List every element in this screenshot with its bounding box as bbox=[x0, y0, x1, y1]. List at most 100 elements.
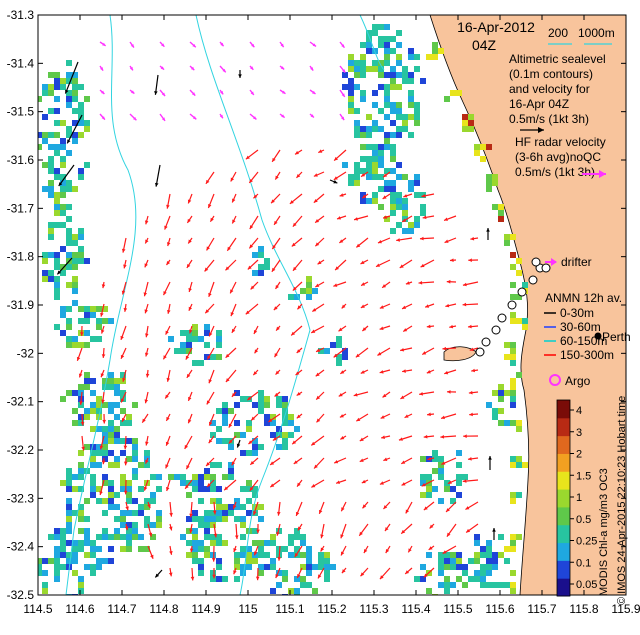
chl-pixel bbox=[210, 516, 216, 522]
coastal-chl-pixel bbox=[516, 456, 522, 462]
chl-pixel bbox=[114, 504, 120, 510]
chl-pixel bbox=[78, 510, 84, 516]
chl-pixel bbox=[198, 336, 204, 342]
colorbar-segment bbox=[557, 400, 570, 418]
coastal-chl-pixel bbox=[510, 534, 516, 540]
chl-pixel bbox=[258, 564, 264, 570]
chl-pixel bbox=[438, 570, 444, 576]
chl-pixel bbox=[114, 390, 120, 396]
chl-pixel bbox=[246, 420, 252, 426]
chl-pixel bbox=[108, 378, 114, 384]
perth-label: Perth bbox=[602, 330, 631, 344]
chl-pixel bbox=[456, 576, 462, 582]
hf-legend-line-2: (3-6h avg)noQC bbox=[515, 150, 601, 164]
chl-pixel bbox=[234, 402, 240, 408]
chl-pixel bbox=[378, 150, 384, 156]
chl-pixel bbox=[42, 276, 48, 282]
chl-pixel bbox=[72, 408, 78, 414]
perth-marker bbox=[595, 333, 602, 340]
chl-pixel bbox=[240, 516, 246, 522]
chl-pixel bbox=[108, 420, 114, 426]
chl-pixel bbox=[150, 498, 156, 504]
chl-pixel bbox=[204, 486, 210, 492]
chl-pixel bbox=[90, 552, 96, 558]
chl-pixel bbox=[246, 498, 252, 504]
chl-pixel bbox=[270, 432, 276, 438]
chl-pixel bbox=[108, 498, 114, 504]
coastal-chl-pixel bbox=[522, 318, 528, 324]
chl-pixel bbox=[420, 492, 426, 498]
chl-pixel bbox=[396, 30, 402, 36]
chl-pixel bbox=[384, 24, 390, 30]
chl-pixel bbox=[360, 90, 366, 96]
chl-pixel bbox=[222, 576, 228, 582]
chl-pixel bbox=[48, 192, 54, 198]
colorbar-segment bbox=[557, 418, 570, 436]
chl-pixel bbox=[372, 174, 378, 180]
chl-pixel bbox=[372, 30, 378, 36]
y-tick-label: -32 bbox=[17, 346, 35, 360]
chl-pixel bbox=[48, 276, 54, 282]
chl-pixel bbox=[258, 402, 264, 408]
chl-pixel bbox=[210, 540, 216, 546]
chl-pixel bbox=[84, 552, 90, 558]
coastal-chl-pixel bbox=[462, 114, 468, 120]
chl-pixel bbox=[210, 462, 216, 468]
chl-pixel bbox=[126, 420, 132, 426]
chl-pixel bbox=[90, 402, 96, 408]
chl-pixel bbox=[54, 120, 60, 126]
chl-pixel bbox=[384, 60, 390, 66]
coastal-chl-pixel bbox=[510, 384, 516, 390]
chl-pixel bbox=[132, 438, 138, 444]
drifter-position bbox=[476, 348, 484, 356]
chl-pixel bbox=[372, 24, 378, 30]
chl-pixel bbox=[192, 528, 198, 534]
chl-pixel bbox=[402, 78, 408, 84]
imos-credit: © IMOS 24-Apr-2015 22:10:23 Hobart time bbox=[616, 396, 628, 605]
chl-pixel bbox=[42, 588, 48, 594]
y-tick-label: -31.6 bbox=[7, 153, 35, 167]
chl-pixel bbox=[198, 546, 204, 552]
chl-pixel bbox=[90, 480, 96, 486]
chl-pixel bbox=[258, 252, 264, 258]
chl-pixel bbox=[216, 540, 222, 546]
chl-pixel bbox=[48, 234, 54, 240]
chl-pixel bbox=[300, 582, 306, 588]
chl-pixel bbox=[300, 576, 306, 582]
chl-pixel bbox=[288, 432, 294, 438]
chl-pixel bbox=[132, 456, 138, 462]
chl-pixel bbox=[120, 546, 126, 552]
chl-pixel bbox=[306, 552, 312, 558]
chl-pixel bbox=[102, 426, 108, 432]
chl-pixel bbox=[54, 324, 60, 330]
chl-pixel bbox=[486, 570, 492, 576]
chl-pixel bbox=[132, 498, 138, 504]
chl-pixel bbox=[54, 558, 60, 564]
colorbar-segment bbox=[557, 507, 570, 525]
chl-pixel bbox=[84, 414, 90, 420]
chl-pixel bbox=[198, 486, 204, 492]
chl-pixel bbox=[48, 168, 54, 174]
chl-pixel bbox=[180, 348, 186, 354]
chl-pixel bbox=[78, 528, 84, 534]
chl-pixel bbox=[324, 558, 330, 564]
chl-pixel bbox=[96, 564, 102, 570]
chl-pixel bbox=[66, 72, 72, 78]
chl-pixel bbox=[96, 306, 102, 312]
chl-pixel bbox=[498, 534, 504, 540]
chl-pixel bbox=[210, 474, 216, 480]
chl-pixel bbox=[318, 558, 324, 564]
chl-pixel bbox=[36, 144, 42, 150]
chl-pixel bbox=[270, 534, 276, 540]
chl-pixel bbox=[48, 558, 54, 564]
chl-pixel bbox=[396, 42, 402, 48]
chl-pixel bbox=[114, 462, 120, 468]
chl-pixel bbox=[72, 300, 78, 306]
chl-pixel bbox=[366, 132, 372, 138]
chl-pixel bbox=[216, 534, 222, 540]
chl-pixel bbox=[54, 282, 60, 288]
coastal-chl-pixel bbox=[486, 174, 492, 180]
chl-pixel bbox=[390, 132, 396, 138]
chl-pixel bbox=[420, 564, 426, 570]
chl-pixel bbox=[306, 546, 312, 552]
